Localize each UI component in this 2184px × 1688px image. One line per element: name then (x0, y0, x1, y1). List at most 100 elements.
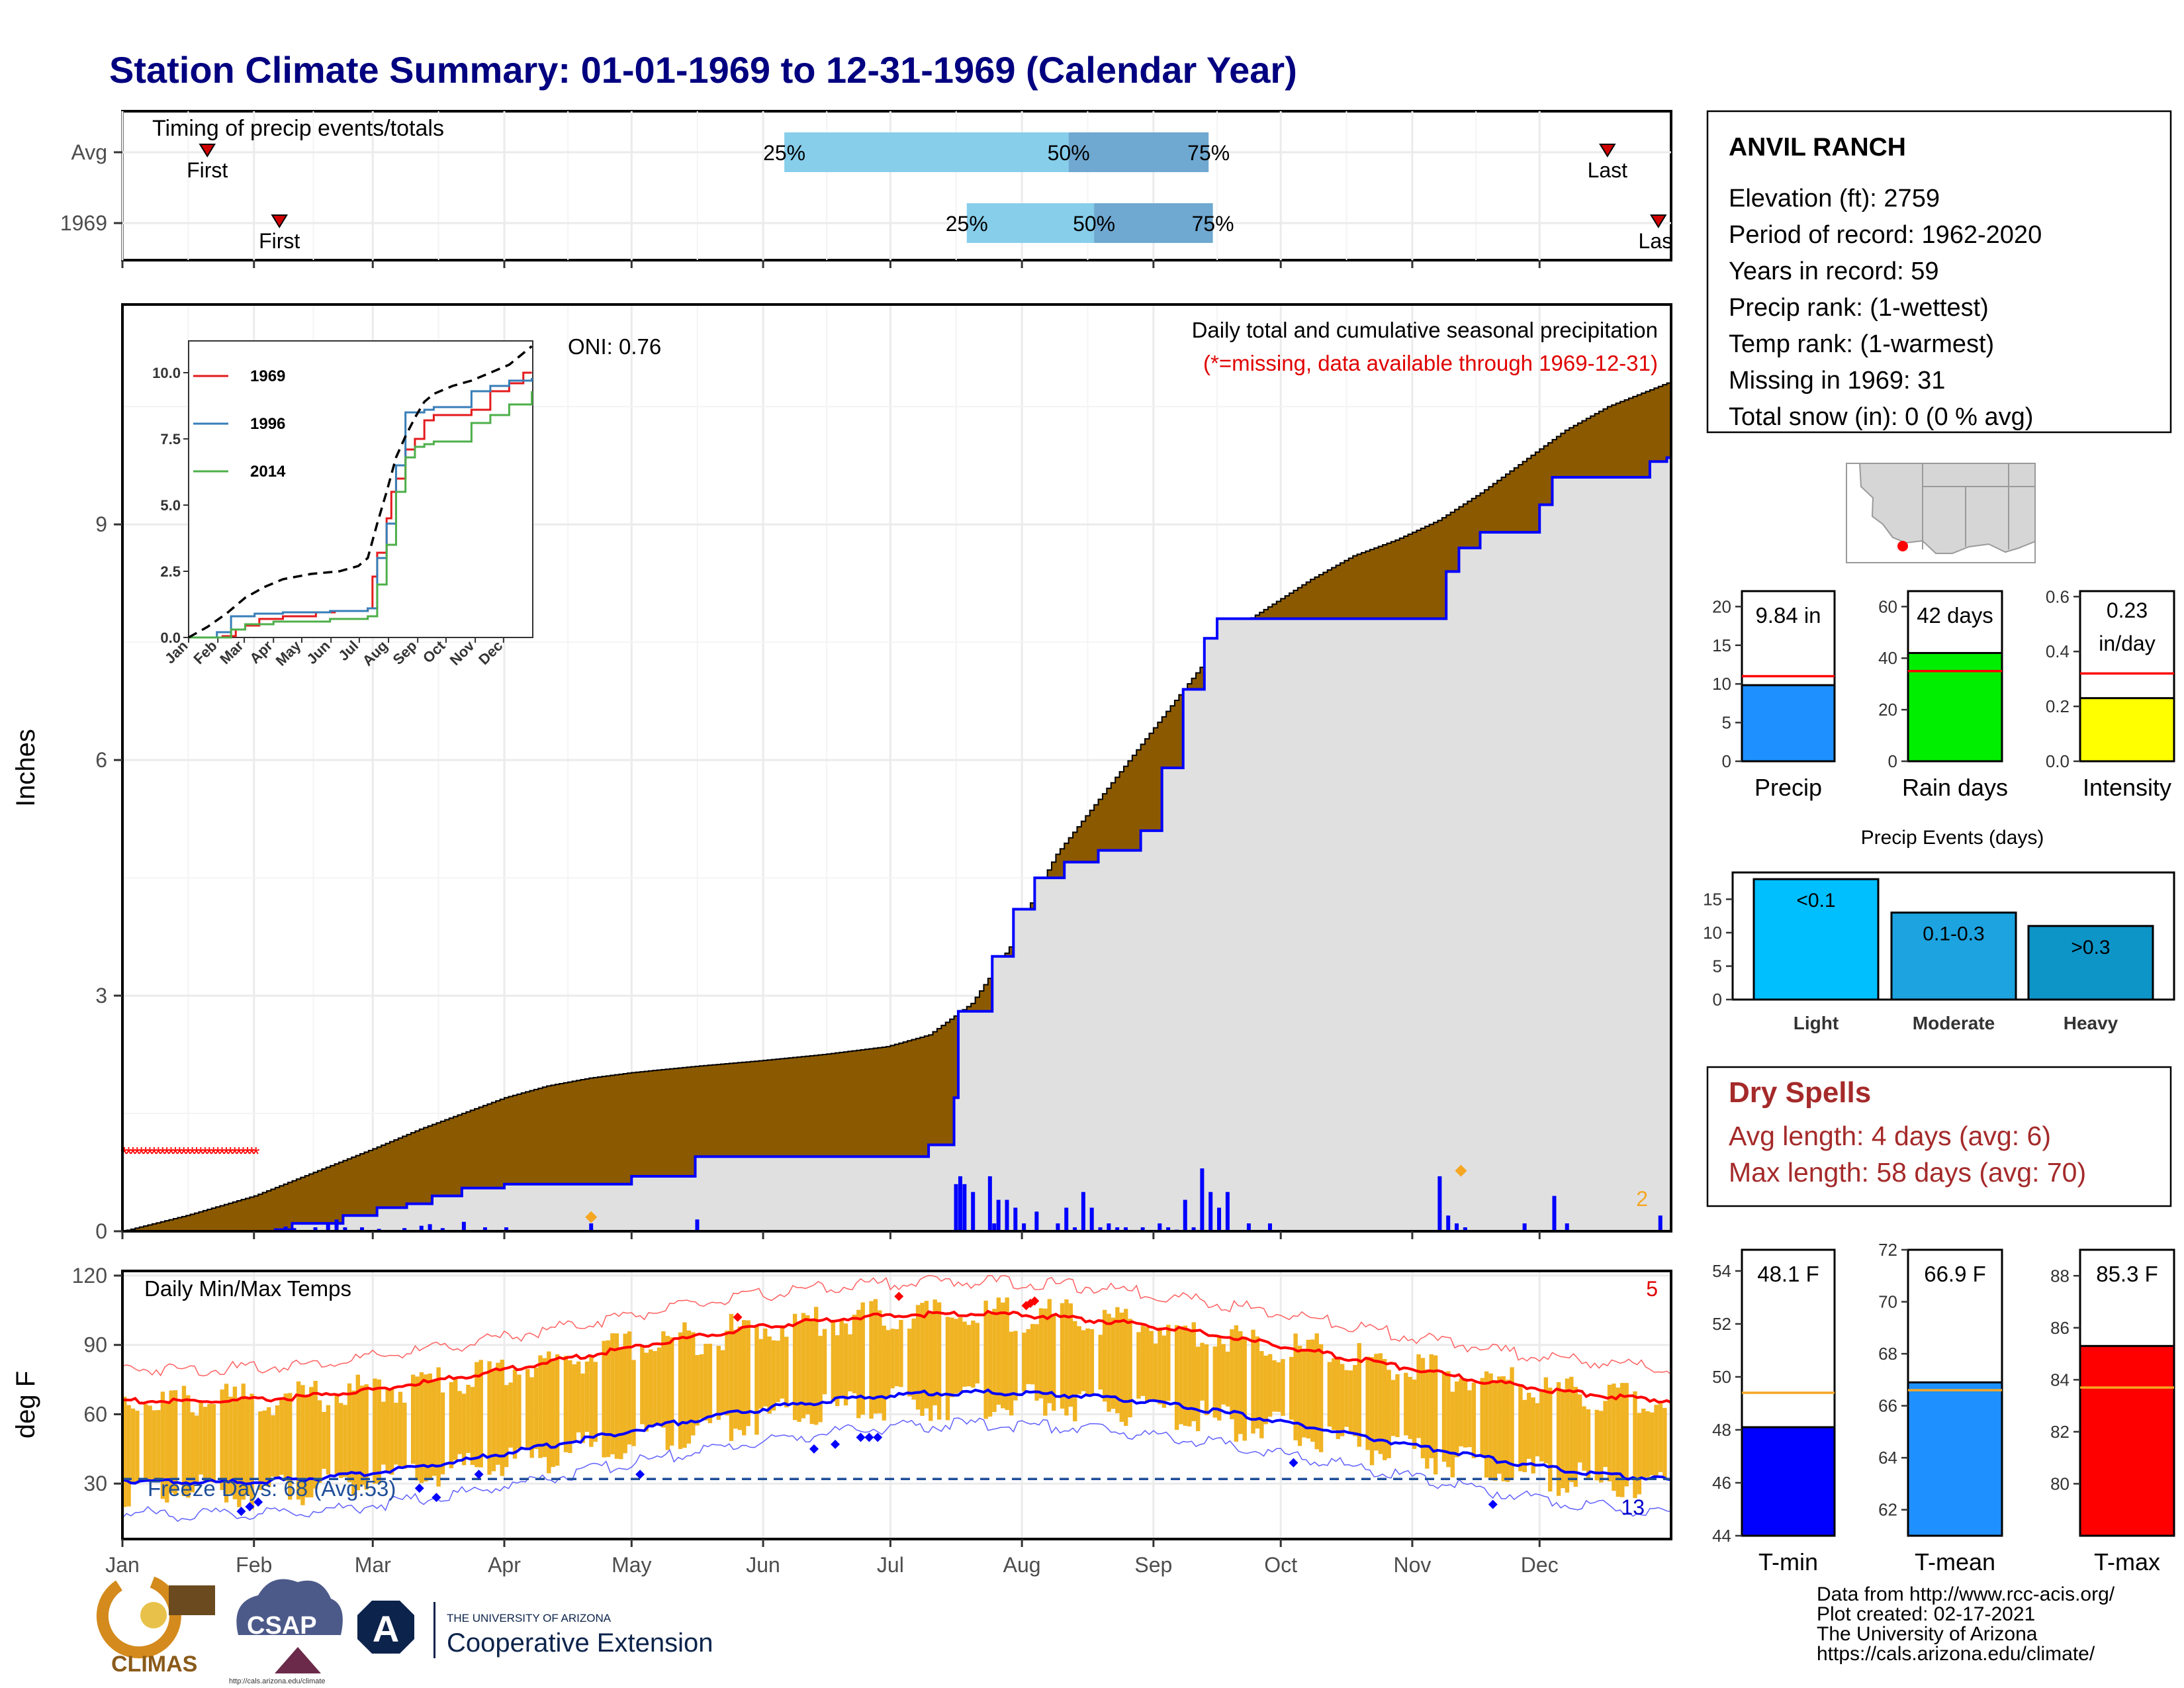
daily-precip-bar-18 (958, 1176, 962, 1231)
daily-temp-bar (1497, 1376, 1502, 1474)
daily-temp-bar (300, 1385, 305, 1505)
temp-y-label: deg F (11, 1371, 40, 1438)
temp-panel-title: Daily Min/Max Temps (144, 1276, 351, 1301)
summary-intensity-tick-label-1: 0.2 (2046, 696, 2070, 716)
month-tick-label-11: Dec (1521, 1553, 1559, 1577)
daily-temp-bar (130, 1408, 136, 1483)
summary-intensity-tick-label-0: 0.0 (2046, 751, 2070, 771)
daily-temp-bar (856, 1309, 861, 1419)
daily-temp-bar (792, 1313, 797, 1421)
month-tick-label-6: Jul (877, 1553, 904, 1577)
record-low-marker-9 (856, 1432, 866, 1442)
climas-logo-block (169, 1585, 215, 1615)
daily-temp-bar (933, 1299, 937, 1405)
daily-temp-bar (424, 1374, 428, 1482)
record-low-marker-0 (236, 1507, 246, 1517)
daily-temp-bar (987, 1312, 993, 1417)
missing-day-marker: * (231, 1143, 239, 1165)
month-tick-label-9: Oct (1264, 1553, 1297, 1577)
precip-events-category-moderate: Moderate (1913, 1013, 1995, 1033)
climas-logo-text: CLIMAS (111, 1652, 197, 1677)
daily-temp-bar (517, 1374, 522, 1448)
daily-temp-bar (1658, 1403, 1663, 1472)
daily-temp-bar (1187, 1329, 1192, 1427)
daily-precip-bar-27 (1034, 1211, 1039, 1231)
daily-temp-bar (1336, 1357, 1340, 1439)
daily-temp-bar (661, 1331, 666, 1428)
daily-temp-bar (343, 1405, 347, 1477)
daily-temp-bar (958, 1317, 963, 1393)
precip-events-bar-label-light: <0.1 (1796, 890, 1835, 912)
daily-temp-bar (160, 1391, 165, 1499)
daily-temp-bar (1484, 1371, 1489, 1478)
daily-temp-bar (729, 1313, 734, 1441)
daily-precip-bar-33 (1098, 1227, 1103, 1231)
temp-t-mean-value: 66.9 F (1924, 1262, 1986, 1286)
daily-temp-bar (1383, 1358, 1387, 1460)
daily-temp-bar (1569, 1376, 1574, 1482)
daily-temp-bar (1365, 1356, 1370, 1450)
precip-events-bar-heavy (2027, 925, 2154, 1001)
daily-temp-bar (1344, 1370, 1349, 1427)
daily-temp-bar (1607, 1384, 1612, 1481)
daily-temp-bar (1501, 1376, 1506, 1481)
daily-temp-bar (1225, 1351, 1230, 1407)
daily-precip-bar-50 (1446, 1215, 1451, 1231)
daily-temp-bar (1654, 1405, 1659, 1476)
daily-precip-bar-13 (482, 1227, 487, 1231)
daily-temp-bar (126, 1405, 131, 1507)
temp-t-max-bar (2079, 1344, 2175, 1537)
daily-temp-bar (1505, 1380, 1510, 1482)
daily-temp-bar (1662, 1407, 1667, 1479)
record-low-line (122, 1417, 1672, 1523)
daily-temp-bar (194, 1415, 199, 1483)
dry-spells-box: Dry Spells Avg length: 4 days (avg: 6) M… (1706, 1066, 2172, 1207)
summary-intensity-label: Intensity (2083, 774, 2171, 801)
daily-temp-bar (181, 1385, 187, 1497)
daily-temp-bar (1586, 1409, 1591, 1480)
timing-bar-25-50 (784, 132, 1069, 172)
daily-temp-bar (1332, 1358, 1336, 1430)
daily-temp-bar (275, 1405, 280, 1477)
precip-extreme-marker-0 (585, 1211, 598, 1223)
daily-temp-bar (1068, 1303, 1073, 1407)
temp-t-max-value: 85.3 F (2096, 1262, 2158, 1286)
daily-precip-bar-56 (1658, 1215, 1662, 1231)
daily-temp-bar (512, 1369, 518, 1459)
daily-temp-bar (440, 1392, 445, 1475)
daily-temp-bar (1136, 1332, 1141, 1399)
daily-temp-bar (1353, 1365, 1357, 1436)
daily-precip-bar-32 (1089, 1207, 1094, 1231)
temp-content (122, 1275, 1672, 1523)
precip-events-category-heavy: Heavy (2064, 1013, 2118, 1033)
daily-temp-bar (1166, 1325, 1171, 1401)
daily-temp-bar (466, 1384, 471, 1453)
inset-y-tick-label-2: 5.0 (160, 497, 181, 514)
station-detail-5: Missing in 1969: 31 (1729, 367, 1945, 395)
record-low-marker-13 (1488, 1499, 1498, 1509)
ua-logo-line1: THE UNIVERSITY OF ARIZONA (447, 1612, 612, 1624)
daily-temp-bar (936, 1302, 942, 1420)
daily-temp-bar (1259, 1351, 1264, 1438)
daily-temp-bar (1289, 1356, 1294, 1420)
station-name: ANVIL RANCH (1729, 133, 1906, 162)
temp-t-min-value: 48.1 F (1757, 1262, 1819, 1286)
daily-temp-bar (334, 1395, 339, 1474)
daily-temp-bar (1425, 1369, 1430, 1469)
month-x-axis: Jan Feb Mar Apr May Jun Jul Aug Sep Oct Nov Dec (105, 1539, 1559, 1577)
footer-line-0: Data from http://www.rcc-acis.org/ (1817, 1583, 2115, 1605)
daily-temp-bar (475, 1362, 479, 1468)
daily-temp-bar (966, 1325, 972, 1387)
daily-temp-bar (572, 1364, 576, 1440)
timing-bar-50-75 (1094, 203, 1213, 243)
temp-t-min-tick-label-5: 54 (1712, 1261, 1731, 1281)
daily-temp-bar (860, 1302, 865, 1415)
locator-map (1846, 463, 2036, 563)
ua-logo-letter: A (373, 1608, 399, 1650)
daily-precip-bar-4 (334, 1219, 339, 1231)
daily-temp-bar (818, 1335, 823, 1423)
daily-precip-bar-30 (1073, 1227, 1077, 1231)
daily-precip-bar-28 (1056, 1223, 1060, 1231)
daily-temp-bar (1641, 1408, 1646, 1479)
station-detail-1: Period of record: 1962-2020 (1729, 221, 2042, 249)
